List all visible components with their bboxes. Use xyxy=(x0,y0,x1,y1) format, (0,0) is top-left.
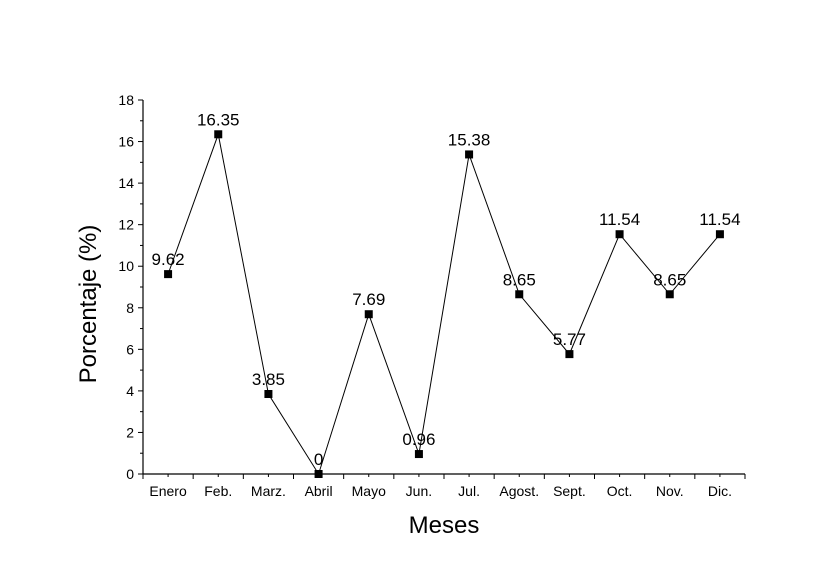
y-tick-label: 12 xyxy=(118,217,134,233)
x-tick-label: Jul. xyxy=(458,483,480,499)
data-label: 5.77 xyxy=(553,330,586,349)
y-tick-label: 18 xyxy=(118,92,134,108)
data-point-marker xyxy=(565,350,574,359)
x-tick-label: Jun. xyxy=(406,483,432,499)
x-tick-label: Nov. xyxy=(656,483,684,499)
data-label: 3.85 xyxy=(252,370,285,389)
x-tick-label: Dic. xyxy=(708,483,732,499)
y-tick-label: 2 xyxy=(126,424,134,440)
data-point-marker xyxy=(665,290,674,299)
data-label: 7.69 xyxy=(352,290,385,309)
data-point-marker xyxy=(715,230,724,239)
x-tick-label: Abril xyxy=(305,483,333,499)
x-axis-ticks: Enero Feb. Marz. Abril Mayo Jun. Jul. Agost. Sep… xyxy=(142,474,746,499)
data-point-marker xyxy=(214,130,223,139)
data-point-marker xyxy=(615,230,624,239)
data-point-marker xyxy=(364,310,373,319)
y-tick-label: 8 xyxy=(126,300,134,316)
data-label: 0.96 xyxy=(402,430,435,449)
y-tick-label: 0 xyxy=(126,466,134,482)
y-tick-label: 10 xyxy=(118,258,134,274)
x-tick-label: Enero xyxy=(149,483,187,499)
x-tick-label: Marz. xyxy=(251,483,286,499)
data-point-marker xyxy=(515,290,524,299)
data-point-marker xyxy=(414,450,423,459)
x-tick-label: Feb. xyxy=(204,483,232,499)
data-label: 0 xyxy=(314,450,323,469)
series-line xyxy=(164,130,724,478)
data-point-marker xyxy=(164,270,173,279)
data-label: 15.38 xyxy=(448,130,491,149)
data-label: 8.65 xyxy=(503,270,536,289)
series-polyline xyxy=(167,132,721,476)
y-tick-label: 6 xyxy=(126,341,134,357)
data-labels: 9.62 16.35 3.85 0 7.69 0.96 15.38 8.65 5.77 11.54… xyxy=(152,110,741,469)
data-label: 8.65 xyxy=(653,270,686,289)
x-axis-title: Meses xyxy=(409,512,480,539)
x-tick-label: Agost. xyxy=(499,483,539,499)
x-tick-label: Sept. xyxy=(553,483,586,499)
data-label: 9.62 xyxy=(152,250,185,269)
data-label: 11.54 xyxy=(599,210,640,229)
y-tick-label: 14 xyxy=(118,175,134,191)
data-point-marker xyxy=(264,390,273,399)
data-point-marker xyxy=(465,150,474,159)
y-tick-label: 4 xyxy=(126,383,134,399)
data-point-marker xyxy=(314,470,323,478)
y-tick-label: 16 xyxy=(118,134,134,150)
y-axis-title: Porcentaje (%) xyxy=(75,225,102,384)
x-tick-label: Oct. xyxy=(607,483,633,499)
data-label: 16.35 xyxy=(197,110,240,129)
data-label: 11.54 xyxy=(699,210,740,229)
x-tick-label: Mayo xyxy=(352,483,386,499)
y-axis-ticks: 0 2 4 6 8 10 12 14 16 18 xyxy=(118,92,143,482)
